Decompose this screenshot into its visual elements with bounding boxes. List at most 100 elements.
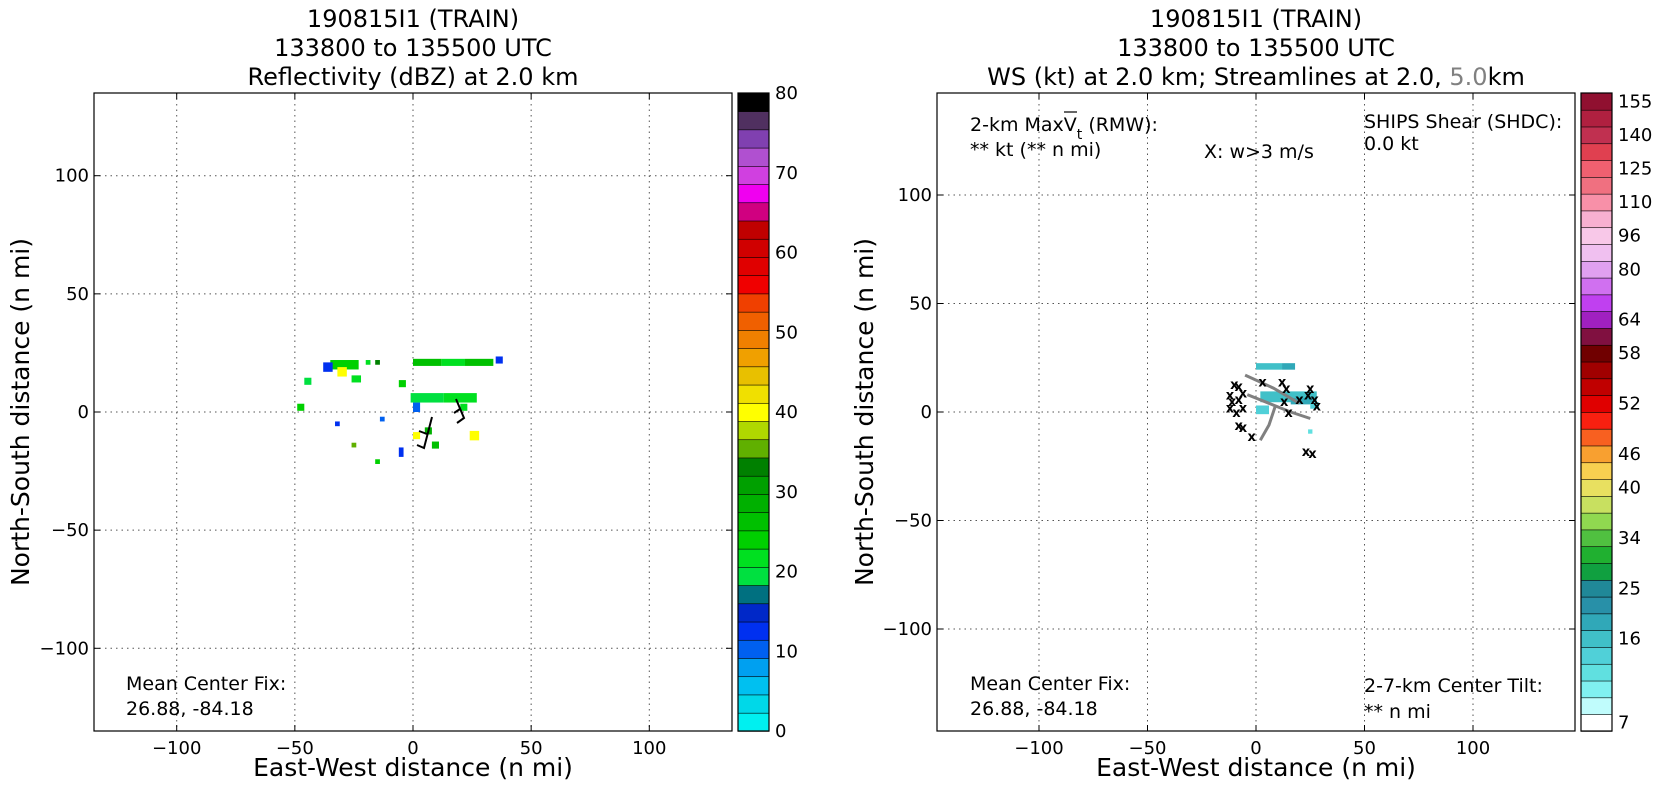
colorbar-segment (737, 183, 770, 204)
colorbar: 0 10 20 30 40 50 60 70 80 (737, 83, 798, 742)
x-tick-label: 100 (1456, 738, 1490, 759)
x-tick-label: 100 (632, 738, 666, 759)
echo-cell (351, 442, 357, 448)
echo-cell (297, 403, 305, 411)
updraft-marker: x (1239, 421, 1248, 436)
colorbar-tick-label: 80 (1618, 259, 1641, 280)
colorbar-tick-label: 60 (775, 243, 798, 264)
colorbar-tick-label: 46 (1618, 444, 1641, 465)
updraft-marker: x (1284, 406, 1293, 421)
updraft-marker: x (1230, 378, 1239, 393)
colorbar-segment (737, 511, 770, 532)
updraft-marker: x (1228, 395, 1237, 410)
axis-ticks: −100 −50 0 50 100 −100 −50 0 50 100 (40, 93, 732, 759)
updraft-marker: x (1226, 402, 1235, 417)
colorbar-frame (737, 92, 770, 732)
colorbar-segment (737, 274, 770, 295)
colorbar-segment (1580, 411, 1613, 430)
y-tick-label: 50 (909, 293, 932, 314)
echo-cell (379, 416, 385, 422)
colorbar-segment (1580, 394, 1613, 413)
echo-cell (460, 403, 468, 411)
x-tick-label: 50 (1353, 738, 1376, 759)
colorbar-segment (737, 147, 770, 167)
colorbar-segment (737, 220, 770, 240)
colorbar-segment (737, 202, 770, 222)
colorbar-segment (1580, 713, 1613, 732)
colorbar-segment (1580, 193, 1613, 212)
echo-cell (398, 447, 404, 457)
updraft-marker: x (1310, 393, 1319, 408)
updraft-marker: x (1239, 402, 1248, 417)
colorbar-segment (737, 439, 770, 459)
x-tick-label: −100 (152, 738, 201, 759)
colorbar-segment (1580, 126, 1613, 145)
wind-barbs (416, 398, 466, 450)
x-tick-label: 50 (520, 738, 543, 759)
echo-cell (464, 358, 494, 366)
wind-speed-panel: 190815I1 (TRAIN) 133800 to 135500 UTC WS… (850, 5, 1652, 782)
colorbar-segment (737, 366, 770, 386)
shear-label: SHIPS Shear (SHDC): (1364, 111, 1562, 133)
wind-barb (416, 416, 433, 450)
colorbar-segment (1580, 613, 1613, 631)
colorbar-segment (737, 238, 770, 258)
wind-speed-cell (1290, 397, 1313, 405)
echo-cell (337, 367, 347, 377)
x-axis-label: East-West distance (n mi) (253, 753, 573, 782)
streamline (1244, 373, 1301, 405)
updraft-marker: x (1295, 393, 1304, 408)
colorbar-segment (737, 329, 770, 349)
title-line-1: 190815I1 (TRAIN) (307, 5, 519, 33)
colorbar-segment (737, 256, 770, 276)
updraft-marker: x (1234, 393, 1243, 408)
updraft-marker: x (1282, 382, 1291, 397)
colorbar-tick-label: 125 (1618, 159, 1652, 180)
updraft-marker: x (1232, 406, 1241, 421)
y-tick-label: −100 (883, 619, 932, 640)
colorbar-tick-label: 40 (1618, 478, 1641, 499)
title-line-2: 133800 to 135500 UTC (1117, 34, 1395, 62)
colorbar: 7 16 25 34 40 46 52 58 64 80 96 110 125 140 155 (1580, 91, 1652, 734)
colorbar-segment (737, 165, 770, 185)
colorbar-segment (1580, 680, 1613, 699)
center-fix-label: Mean Center Fix: (126, 673, 286, 695)
colorbar-segment (1580, 629, 1613, 648)
echo-cell (323, 362, 333, 372)
y-axis-label: North-South distance (n mi) (850, 238, 879, 586)
colorbar-segment (1580, 478, 1613, 497)
x-tick-label: −50 (276, 738, 314, 759)
colorbar-tick-label: 155 (1618, 91, 1652, 112)
colorbar-segment (1580, 109, 1613, 128)
colorbar-tick-label: 50 (775, 322, 798, 343)
echo-cell (413, 402, 421, 412)
updraft-marker: x (1226, 389, 1235, 404)
updraft-marker: x (1247, 430, 1256, 445)
colorbar-segment (1580, 562, 1613, 581)
x-tick-label: 0 (407, 738, 418, 759)
title-line-1: 190815I1 (TRAIN) (1150, 5, 1362, 33)
colorbar-tick-label: 80 (775, 83, 798, 104)
updraft-marker: x (1304, 389, 1313, 404)
streamline (1246, 393, 1311, 420)
colorbar-segment (1580, 92, 1613, 111)
title-part-main: WS (kt) at 2.0 km; Streamlines at 2.0, (987, 63, 1449, 91)
title-line-2: 133800 to 135500 UTC (274, 34, 552, 62)
echo-cell (431, 441, 439, 449)
colorbar-segment (1580, 462, 1613, 480)
y-tick-label: 50 (66, 284, 89, 305)
colorbar-segment (1580, 294, 1613, 312)
title-part-unit: km (1488, 63, 1525, 91)
title-part-upper-level: 5.0 (1449, 63, 1487, 91)
echo-cell (410, 393, 444, 403)
colorbar-segment (1580, 445, 1613, 464)
y-tick-label: −50 (51, 520, 89, 541)
colorbar-tick-label: 34 (1618, 528, 1641, 549)
updraft-marker: x (1234, 380, 1243, 395)
max-vt-prefix: 2-km MaxV (970, 114, 1077, 136)
colorbar-segment (1580, 277, 1613, 296)
colorbar-segment (1580, 529, 1613, 548)
echo-cell (495, 356, 503, 364)
colorbar-segment (1580, 646, 1613, 665)
